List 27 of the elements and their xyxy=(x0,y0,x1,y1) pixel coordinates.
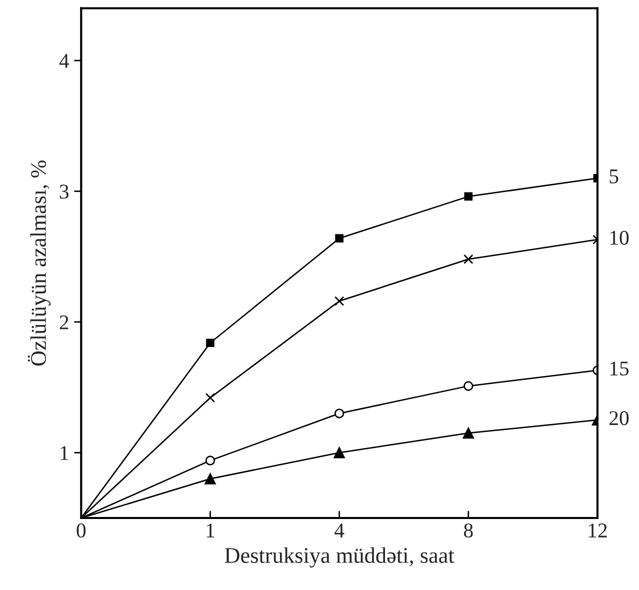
point xyxy=(334,408,344,418)
point xyxy=(464,192,473,201)
point xyxy=(464,381,474,391)
series-label: 15 xyxy=(610,362,629,376)
point xyxy=(334,296,344,306)
x-tick-label: 12 xyxy=(588,524,607,538)
x-tick-label: 8 xyxy=(464,523,473,538)
x-tick-label: 0 xyxy=(76,523,86,538)
series-label: 10 xyxy=(610,230,629,245)
point xyxy=(334,447,345,458)
point xyxy=(464,254,474,264)
series-label: 20 xyxy=(609,411,629,426)
x-axis-title: Destruksiya müddəti, saat xyxy=(224,547,454,568)
y-axis-title: Özlülüyün azalması, % xyxy=(28,160,51,366)
point xyxy=(204,473,216,484)
point xyxy=(335,234,344,242)
y-tick-label: 1 xyxy=(60,446,68,460)
y-tick-label: 3 xyxy=(60,184,69,199)
x-tick-label: 1 xyxy=(206,524,214,538)
point xyxy=(205,392,216,403)
series-label: 5 xyxy=(610,170,618,184)
point xyxy=(206,338,214,348)
x-tick-label: 4 xyxy=(334,524,344,538)
point xyxy=(462,428,474,439)
point xyxy=(205,456,216,466)
y-tick-label: 4 xyxy=(59,54,70,68)
y-tick-label: 2 xyxy=(60,315,68,330)
